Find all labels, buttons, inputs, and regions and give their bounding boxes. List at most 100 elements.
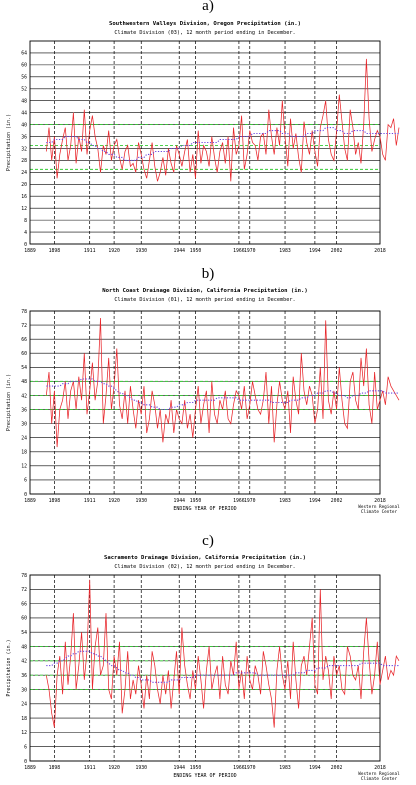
y-tick-label: 12: [21, 464, 27, 470]
y-tick-label: 28: [21, 158, 27, 164]
y-tick-label: 16: [21, 194, 27, 200]
y-tick-label: 0: [24, 759, 27, 765]
x-tick-label: 2018: [374, 248, 386, 252]
y-tick-label: 6: [24, 744, 27, 750]
x-tick-label: 1994: [309, 765, 321, 771]
y-tick-label: 20: [21, 182, 27, 188]
x-tick-label: 1930: [135, 498, 147, 504]
chart-title: North Coast Drainage Division, Californi…: [102, 288, 307, 294]
y-tick-label: 36: [21, 134, 27, 140]
plot-frame: [29, 310, 381, 495]
y-tick-label: 64: [21, 51, 27, 57]
x-tick-label: 1920: [108, 248, 120, 252]
y-tick-label: 54: [21, 365, 27, 371]
x-tick-label: 1950: [190, 248, 202, 252]
plot-frame: [29, 40, 381, 245]
y-tick-label: 24: [21, 702, 27, 708]
y-tick-label: 24: [21, 170, 27, 176]
y-tick-label: 42: [21, 393, 27, 399]
y-tick-label: 78: [21, 309, 27, 315]
chart-title: Sacramento Drainage Division, California…: [104, 555, 306, 561]
y-tick-label: 48: [21, 644, 27, 650]
x-tick-label: 1920: [108, 765, 120, 771]
x-tick-label: 1889: [24, 765, 36, 771]
x-tick-label: 1944: [173, 765, 185, 771]
credit-line-1: Western Regional: [358, 504, 400, 510]
x-tick-label: 1994: [309, 498, 321, 504]
x-tick-label: 1966: [233, 498, 245, 504]
x-tick-label: 1983: [279, 765, 291, 771]
x-tick-label: 1911: [84, 765, 96, 771]
precipitation-line: [45, 317, 400, 448]
x-axis-label: ENDING YEAR OF PERIOD: [173, 773, 236, 779]
y-tick-label: 18: [21, 450, 27, 456]
x-tick-label: 1950: [190, 498, 202, 504]
panel-label-a: a): [202, 0, 214, 14]
x-tick-label: 1970: [244, 765, 256, 771]
x-tick-label: 1920: [108, 498, 120, 504]
y-tick-label: 0: [24, 492, 27, 498]
y-axis-label: Precipitation (in.): [6, 639, 12, 696]
x-tick-label: 2018: [374, 765, 386, 771]
x-tick-label: 1944: [173, 498, 185, 504]
y-tick-label: 72: [21, 323, 27, 329]
credit-line-2: Climate Center: [361, 776, 398, 782]
x-tick-label: 1930: [135, 765, 147, 771]
running-average-line: [46, 650, 399, 683]
x-tick-label: 1898: [49, 248, 61, 252]
x-axis-label: ENDING YEAR OF PERIOD: [173, 506, 236, 512]
credit-line-2: Climate Center: [361, 509, 398, 515]
precipitation-line: [45, 58, 400, 182]
chart-svg-b: North Coast Drainage Division, Californi…: [6, 288, 400, 515]
chart-title: Southwestern Valleys Division, Oregon Pr…: [109, 21, 301, 27]
y-tick-label: 30: [21, 687, 27, 693]
y-tick-label: 8: [24, 218, 27, 224]
y-tick-label: 12: [21, 206, 27, 212]
y-tick-label: 42: [21, 659, 27, 665]
x-tick-label: 1898: [49, 765, 61, 771]
x-tick-label: 1898: [49, 498, 61, 504]
y-tick-label: 48: [21, 99, 27, 105]
x-tick-label: 1930: [135, 248, 147, 252]
panel-label-c: c): [202, 533, 214, 549]
credit-line-1: Western Regional: [358, 771, 400, 777]
x-tick-label: 1911: [84, 498, 96, 504]
y-tick-label: 52: [21, 87, 27, 93]
chart-panel-c: Sacramento Drainage Division, California…: [2, 550, 412, 782]
precipitation-line: [45, 579, 400, 728]
y-tick-label: 60: [21, 63, 27, 69]
running-average-line: [46, 127, 399, 161]
y-tick-label: 18: [21, 716, 27, 722]
x-tick-label: 1889: [24, 248, 36, 252]
y-tick-label: 30: [21, 421, 27, 427]
y-tick-label: 66: [21, 337, 27, 343]
chart-svg-a: Southwestern Valleys Division, Oregon Pr…: [6, 21, 400, 252]
y-tick-label: 4: [24, 230, 27, 236]
y-axis-label: Precipitation (in.): [6, 374, 12, 431]
x-tick-label: 2002: [331, 765, 343, 771]
y-tick-label: 36: [21, 673, 27, 679]
panel-label-b: b): [201, 266, 215, 282]
y-tick-label: 60: [21, 351, 27, 357]
y-tick-label: 12: [21, 730, 27, 736]
chart-svg-c: Sacramento Drainage Division, California…: [6, 555, 400, 782]
x-tick-label: 1966: [233, 248, 245, 252]
x-tick-label: 1970: [244, 248, 256, 252]
x-tick-label: 1950: [190, 765, 202, 771]
y-tick-label: 44: [21, 110, 27, 116]
x-tick-label: 1970: [244, 498, 256, 504]
y-tick-label: 32: [21, 146, 27, 152]
x-tick-label: 1966: [233, 765, 245, 771]
y-tick-label: 72: [21, 587, 27, 593]
plot-frame: [29, 574, 381, 762]
y-tick-label: 66: [21, 601, 27, 607]
chart-panel-a: Southwestern Valleys Division, Oregon Pr…: [2, 16, 412, 252]
y-tick-label: 60: [21, 616, 27, 622]
chart-panel-b: North Coast Drainage Division, Californi…: [2, 283, 412, 521]
chart-subtitle: Climate Division (03), 12 month period e…: [114, 30, 295, 36]
x-tick-label: 1983: [279, 498, 291, 504]
x-tick-label: 1944: [173, 248, 185, 252]
chart-subtitle: Climate Division (01), 12 month period e…: [114, 297, 295, 303]
chart-subtitle: Climate Division (02), 12 month period e…: [114, 564, 295, 570]
y-tick-label: 48: [21, 379, 27, 385]
